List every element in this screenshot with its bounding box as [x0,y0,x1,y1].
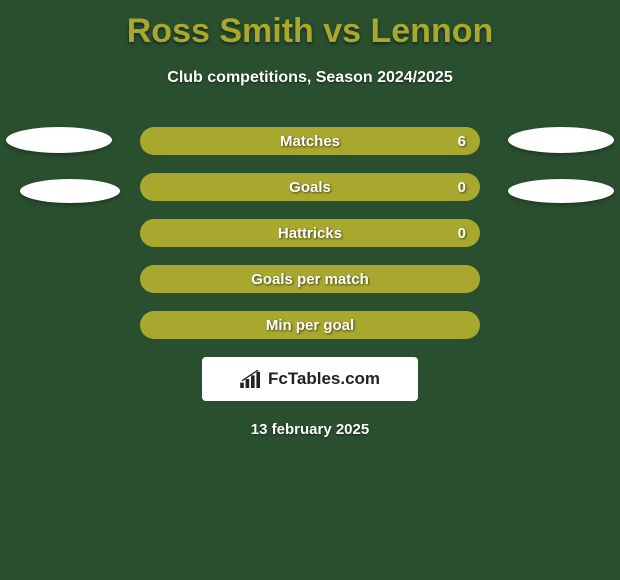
brand-text: FcTables.com [268,369,380,389]
bar-label: Matches [140,127,480,155]
bar-value: 6 [458,127,466,155]
stat-bar-matches: Matches 6 [140,127,480,155]
stat-bar-goals-per-match: Goals per match [140,265,480,293]
chart-icon [240,370,262,388]
stat-bar-hattricks: Hattricks 0 [140,219,480,247]
decorative-ellipse [508,127,614,153]
decorative-ellipse [20,179,120,203]
bar-label: Goals per match [140,265,480,293]
bar-label: Min per goal [140,311,480,339]
subtitle: Club competitions, Season 2024/2025 [0,69,620,87]
bar-label: Goals [140,173,480,201]
stat-bar-min-per-goal: Min per goal [140,311,480,339]
date-label: 13 february 2025 [0,421,620,438]
brand-box: FcTables.com [202,357,418,401]
decorative-ellipse [508,179,614,203]
stat-bar-goals: Goals 0 [140,173,480,201]
bars-area: Matches 6 Goals 0 Hattricks 0 Goals per … [0,127,620,339]
decorative-ellipse [6,127,112,153]
page-title: Ross Smith vs Lennon [0,0,620,51]
bar-value: 0 [458,173,466,201]
bar-label: Hattricks [140,219,480,247]
bar-value: 0 [458,219,466,247]
